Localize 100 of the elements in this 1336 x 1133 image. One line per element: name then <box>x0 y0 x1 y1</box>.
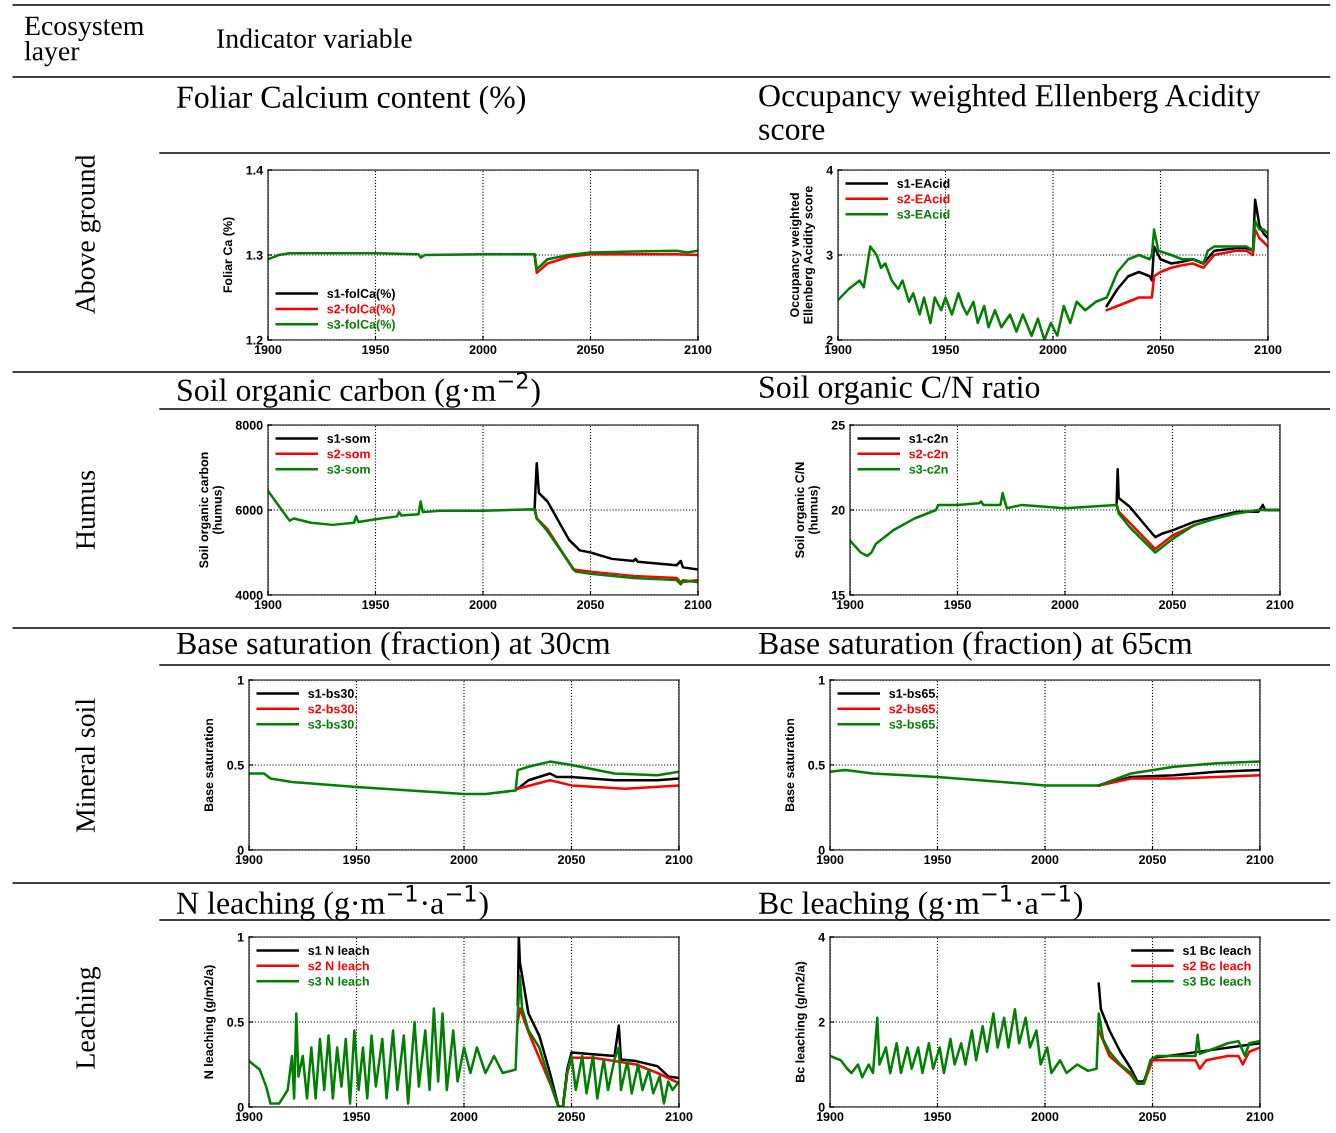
y-axis-title: Soil organic carbon (humus) <box>199 452 225 568</box>
chart-title: Soil organic carbon (g·m$^{−2}$) <box>178 371 540 408</box>
x-tick-label: 2100 <box>665 1112 693 1122</box>
x-tick-label: 2100 <box>1266 600 1294 610</box>
x-tick-label: 2050 <box>1159 600 1186 610</box>
legend-label: s2 N leach <box>308 961 369 971</box>
x-tick-label: 2100 <box>665 855 693 865</box>
legend-label: s2-bs65. <box>889 704 938 714</box>
legend-label: s1-EAcid <box>897 178 950 188</box>
x-tick-label: 1950 <box>343 855 370 865</box>
legend-label: s2-som <box>327 449 370 459</box>
y-tick-label: 8000 <box>235 420 263 430</box>
chart-title: Bc leaching (g·m$^{−1}$·a$^{−1}$) <box>758 885 1083 921</box>
y-tick-label: 15 <box>832 590 845 600</box>
line-series <box>268 489 698 586</box>
y-tick-label: 0 <box>237 1102 244 1112</box>
y-tick-label: 1 <box>237 675 244 685</box>
y-axis-title: Occupancy weighted Ellenberg Acidity score <box>789 186 816 324</box>
y-axis-title: Foliar Ca (%) <box>223 217 235 293</box>
y-tick-label: 25 <box>831 420 845 430</box>
x-tick-label: 1900 <box>235 1112 263 1122</box>
y-axis-title: Soil organic C/N (humus) <box>794 462 821 558</box>
x-tick-label: 2000 <box>469 600 497 610</box>
x-tick-label: 2000 <box>450 1112 478 1122</box>
line-series <box>249 760 679 796</box>
legend-label: s3-bs65. <box>889 719 938 729</box>
x-tick-label: 2050 <box>558 1112 585 1122</box>
x-tick-label: 1950 <box>362 600 389 610</box>
x-tick-label: 1950 <box>343 1112 370 1122</box>
y-axis-title: Base saturation <box>785 718 795 812</box>
legend-label: s1 N leach <box>308 945 369 955</box>
legend-label: s3-som <box>327 464 370 474</box>
x-tick-label: 2100 <box>1246 1112 1274 1122</box>
legend-label: s2-EAcid <box>897 194 950 204</box>
x-tick-label: 1900 <box>816 855 844 865</box>
line-series <box>1097 773 1260 787</box>
x-tick-label: 2000 <box>1031 855 1059 865</box>
y-tick-label: 6000 <box>235 505 263 515</box>
x-tick-label: 2050 <box>577 345 604 355</box>
x-tick-label: 2100 <box>1246 855 1274 865</box>
x-tick-label: 2050 <box>558 855 585 865</box>
y-tick-label: 4 <box>826 165 834 175</box>
chart-title: Base saturation (fraction) at 65cm <box>758 631 1193 661</box>
y-tick-label: 1.2 <box>246 335 263 345</box>
text: Indicator variable <box>217 28 412 48</box>
legend-label: s2 Bc leach <box>1182 961 1251 971</box>
y-tick-label: 0.5 <box>808 760 825 770</box>
legend-label: s2-c2n <box>909 449 948 459</box>
y-tick-label: 0.5 <box>227 1017 244 1027</box>
legend-label: s3 N leach <box>308 976 369 986</box>
y-tick-label: 0.5 <box>227 760 244 770</box>
x-tick-label: 1900 <box>254 345 282 355</box>
text: Mineral soil <box>75 698 95 833</box>
chart-title: N leaching (g·m$^{−1}$·a$^{−1}$) <box>176 885 488 921</box>
x-tick-label: 1950 <box>924 1112 951 1122</box>
legend-label: s1-c2n <box>909 434 948 443</box>
legend-label: s3-c2n <box>909 464 948 474</box>
x-tick-label: 1900 <box>254 600 282 610</box>
legend-label: s1-folCa(%) <box>327 288 395 301</box>
legend-label: s1-som <box>327 434 370 443</box>
chart-title: Base saturation (fraction) at 30cm <box>176 631 611 661</box>
x-tick-label: 1950 <box>362 345 389 355</box>
x-tick-label: 2000 <box>450 855 478 865</box>
y-tick-label: 0 <box>818 1102 825 1112</box>
chart-title: Foliar Calcium content (%) <box>176 85 525 115</box>
legend-label: s3-folCa(%) <box>327 319 395 332</box>
y-tick-label: 1 <box>237 932 244 942</box>
y-tick-label: 3 <box>826 250 833 260</box>
x-tick-label: 2050 <box>1139 855 1166 865</box>
text: Leaching <box>75 966 101 1069</box>
x-tick-label: 2100 <box>684 345 712 355</box>
y-axis-title: N leaching (g/m2/a) <box>203 965 216 1079</box>
legend-label: s3-EAcid <box>897 209 950 219</box>
x-tick-label: 2050 <box>577 600 604 610</box>
legend-label: s1 Bc leach <box>1182 945 1251 955</box>
legend-label: s2-folCa(%) <box>327 304 395 316</box>
chart-title: Occupancy weighted Ellenberg Acidity score <box>759 84 1261 140</box>
legend-label: s3 Bc leach <box>1182 976 1251 986</box>
chart-title: Soil organic C/N ratio <box>760 375 1040 405</box>
y-tick-label: 2 <box>826 335 833 345</box>
text: Ecosystem layer <box>24 16 144 67</box>
text: Above ground <box>75 154 101 315</box>
x-tick-label: 1900 <box>235 855 263 865</box>
y-axis-title: Bc leaching (g/m2/a) <box>795 961 808 1082</box>
x-tick-label: 1950 <box>944 600 971 610</box>
x-tick-label: 2100 <box>684 600 712 610</box>
x-tick-label: 2000 <box>469 345 497 355</box>
y-tick-label: 1.4 <box>246 165 264 175</box>
y-tick-label: 4000 <box>235 590 263 600</box>
x-tick-label: 2000 <box>1039 345 1067 355</box>
y-tick-label: 1.3 <box>246 250 263 260</box>
line-series <box>268 249 698 271</box>
legend-label: s1-bs65. <box>889 688 938 698</box>
x-tick-label: 2050 <box>1139 1112 1166 1122</box>
line-series <box>830 1008 1260 1085</box>
y-tick-label: 0 <box>818 845 825 855</box>
x-tick-label: 1950 <box>932 345 959 355</box>
legend-label: s1-bs30. <box>308 688 357 698</box>
line-series <box>850 491 1280 558</box>
x-tick-label: 1900 <box>836 600 864 610</box>
